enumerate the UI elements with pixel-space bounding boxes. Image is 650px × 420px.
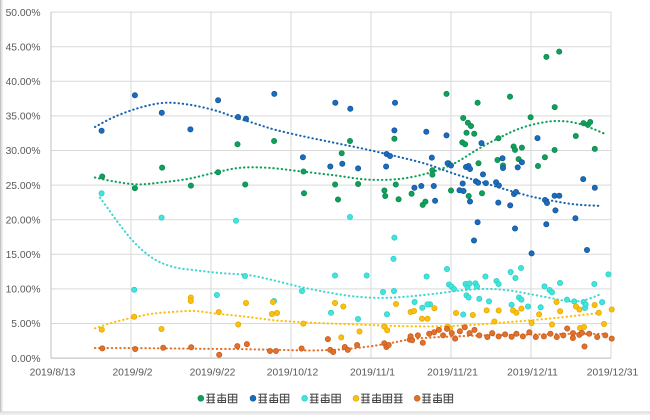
svg-text:20.00%: 20.00% [6, 215, 41, 226]
svg-text:30.00%: 30.00% [6, 146, 41, 157]
svg-text:15.00%: 15.00% [6, 250, 41, 261]
svg-text:2019/12/11: 2019/12/11 [507, 368, 558, 379]
svg-text:0.00%: 0.00% [11, 354, 40, 365]
svg-text:10.00%: 10.00% [6, 285, 41, 296]
svg-text:2019/11/21: 2019/11/21 [427, 368, 478, 379]
svg-text:2019/11/1: 2019/11/1 [350, 368, 395, 379]
svg-text:2019/10/12: 2019/10/12 [267, 368, 319, 379]
svg-text:40.00%: 40.00% [6, 77, 41, 88]
svg-text:2019/9/2: 2019/9/2 [112, 368, 152, 379]
svg-text:25.00%: 25.00% [6, 181, 41, 192]
svg-text:45.00%: 45.00% [6, 42, 41, 53]
svg-text:2019/12/31: 2019/12/31 [587, 368, 639, 379]
svg-text:2019/8/13: 2019/8/13 [30, 368, 76, 379]
svg-text:2019/9/22: 2019/9/22 [190, 368, 236, 379]
svg-text:35.00%: 35.00% [6, 112, 41, 123]
svg-text:5.00%: 5.00% [11, 319, 40, 330]
svg-text:50.00%: 50.00% [6, 8, 41, 19]
